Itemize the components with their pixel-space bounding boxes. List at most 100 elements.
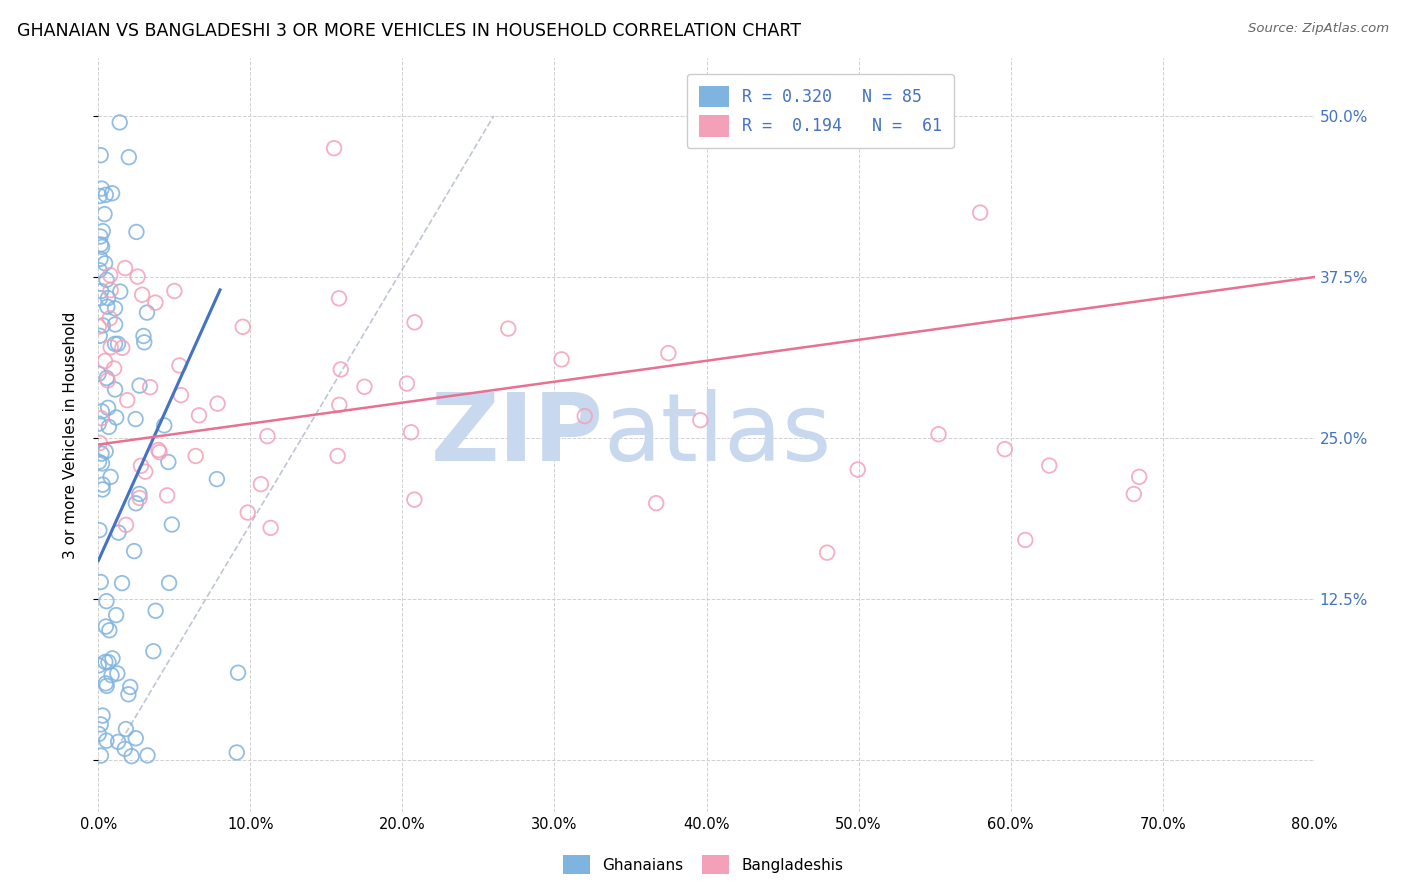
Point: [328, 291, 350, 305]
Point: [89, 229, 111, 244]
Point: [100, 283, 122, 297]
Point: [94, 256, 117, 270]
Point: [128, 487, 150, 501]
Text: ZIP: ZIP: [430, 389, 603, 481]
Point: [329, 362, 352, 376]
Point: [90, 748, 112, 763]
Point: [122, 544, 145, 558]
Point: [111, 341, 134, 355]
Point: [121, 749, 143, 764]
Point: [90, 574, 112, 589]
Point: [90, 411, 112, 425]
Point: [97, 655, 120, 669]
Point: [118, 150, 141, 164]
Point: [125, 225, 148, 239]
Point: [94, 187, 117, 202]
Point: [226, 665, 249, 680]
Point: [90, 447, 112, 461]
Point: [250, 477, 273, 491]
Point: [128, 491, 150, 505]
Point: [87, 417, 110, 431]
Point: [163, 284, 186, 298]
Point: [94, 354, 117, 368]
Point: [114, 261, 136, 276]
Point: [134, 335, 156, 350]
Point: [157, 575, 180, 590]
Point: [353, 380, 375, 394]
Point: [105, 410, 128, 425]
Point: [205, 472, 228, 486]
Point: [1038, 458, 1060, 473]
Point: [90, 237, 112, 252]
Point: [97, 373, 120, 387]
Point: [90, 404, 112, 418]
Point: [87, 319, 110, 334]
Point: [105, 608, 128, 623]
Point: [107, 336, 129, 351]
Point: [129, 458, 152, 473]
Point: [91, 240, 114, 254]
Point: [399, 425, 422, 440]
Point: [156, 488, 179, 502]
Point: [1128, 470, 1150, 484]
Point: [124, 412, 146, 426]
Point: [117, 393, 139, 408]
Legend: Ghanaians, Bangladeshis: Ghanaians, Bangladeshis: [557, 849, 849, 880]
Point: [97, 420, 120, 434]
Point: [114, 741, 136, 756]
Point: [550, 352, 572, 367]
Point: [395, 376, 418, 391]
Point: [87, 658, 110, 673]
Point: [127, 269, 149, 284]
Point: [89, 291, 111, 305]
Point: [91, 224, 114, 238]
Point: [326, 449, 349, 463]
Point: [1014, 533, 1036, 547]
Legend: R = 0.320   N = 85, R =  0.194   N =  61: R = 0.320 N = 85, R = 0.194 N = 61: [688, 74, 953, 148]
Point: [256, 429, 278, 443]
Point: [188, 409, 211, 423]
Point: [100, 668, 122, 682]
Point: [160, 517, 183, 532]
Point: [94, 619, 117, 633]
Point: [404, 492, 426, 507]
Point: [90, 148, 112, 162]
Point: [89, 263, 111, 277]
Point: [97, 291, 120, 305]
Point: [111, 576, 134, 591]
Point: [328, 398, 350, 412]
Point: [236, 506, 259, 520]
Point: [90, 181, 112, 195]
Point: [128, 378, 150, 392]
Point: [574, 409, 596, 424]
Point: [142, 644, 165, 658]
Point: [90, 284, 112, 298]
Point: [107, 525, 129, 540]
Point: [115, 517, 138, 532]
Point: [97, 401, 120, 415]
Point: [157, 455, 180, 469]
Point: [120, 680, 142, 694]
Point: [87, 727, 110, 741]
Text: GHANAIAN VS BANGLADESHI 3 OR MORE VEHICLES IN HOUSEHOLD CORRELATION CHART: GHANAIAN VS BANGLADESHI 3 OR MORE VEHICL…: [17, 22, 801, 40]
Point: [404, 315, 426, 329]
Point: [184, 449, 207, 463]
Point: [815, 546, 838, 560]
Point: [94, 444, 117, 458]
Point: [96, 733, 118, 747]
Point: [846, 462, 869, 476]
Point: [101, 186, 124, 201]
Point: [1122, 487, 1144, 501]
Point: [96, 679, 118, 693]
Point: [928, 427, 950, 442]
Point: [89, 436, 111, 450]
Point: [259, 521, 281, 535]
Point: [98, 311, 121, 326]
Point: [98, 624, 121, 638]
Point: [170, 388, 193, 402]
Point: [225, 746, 247, 760]
Point: [87, 367, 110, 381]
Point: [115, 722, 138, 736]
Point: [104, 336, 127, 351]
Point: [139, 380, 162, 394]
